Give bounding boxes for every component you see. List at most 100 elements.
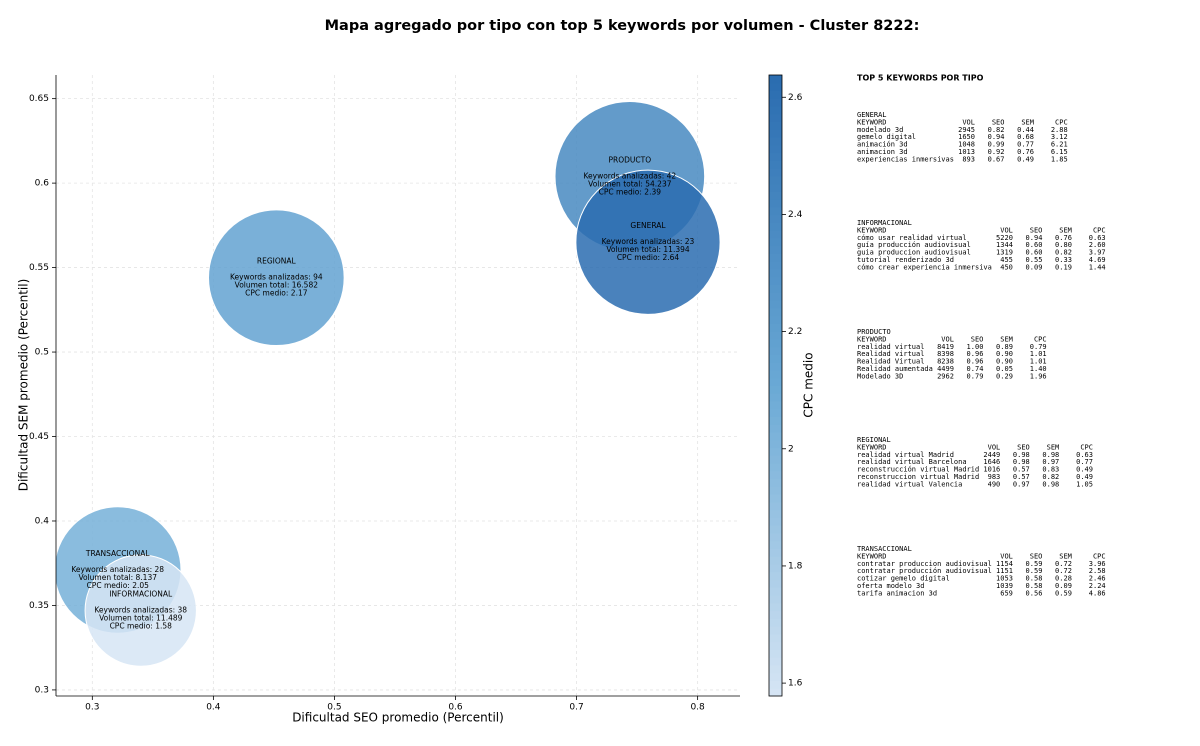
x-tick-label: 0.7 [569, 703, 583, 713]
table-cell: 3.96 [1089, 560, 1106, 568]
colorbar-segment [769, 532, 782, 542]
colorbar-segment [769, 509, 782, 518]
table-cell: 0.68 [1017, 133, 1034, 141]
colorbar-tick-label: 1.6 [788, 679, 803, 689]
table-cell: 0.90 [996, 350, 1013, 358]
table-cell: animación 3d [857, 141, 908, 149]
colorbar-segment [769, 463, 782, 472]
table-cell: 0.49 [1017, 155, 1034, 163]
colorbar-segment [769, 517, 782, 526]
colorbar-segment [769, 486, 782, 495]
table-header: SEM [1059, 552, 1072, 560]
colorbar-segment [769, 269, 782, 278]
colorbar-segment [769, 106, 782, 115]
table-cell: 1.05 [1076, 480, 1093, 488]
table-cell: 0.58 [1026, 575, 1043, 583]
bubble-label: INFORMACIONAL [109, 590, 173, 599]
bubble-annotation: Keywords analizadas: 94 [230, 273, 323, 282]
table-header: SEO [1017, 443, 1030, 451]
colorbar-frame [768, 74, 783, 697]
colorbar-segment [769, 75, 782, 84]
table-cell: cotizar gemelo digital [857, 575, 950, 583]
table-cell: gemelo digital [857, 133, 916, 141]
colorbar-segment [769, 478, 782, 487]
table-cell: Realidad aumentada [857, 365, 933, 373]
bubble-annotation: Keywords analizadas: 42 [583, 171, 676, 180]
table-cell: 4.69 [1089, 256, 1106, 264]
colorbar-segment [769, 175, 782, 185]
table-cell: 6.15 [1051, 148, 1068, 156]
colorbar-segment [769, 113, 782, 123]
colorbar-segment [769, 393, 782, 402]
table-cell: 0.28 [1055, 575, 1072, 583]
table-cell: 0.63 [1076, 451, 1093, 459]
table-cell: 0.76 [1055, 234, 1072, 242]
colorbar-segment [769, 129, 782, 138]
table-cell: 0.09 [1055, 582, 1072, 590]
table-cell: 0.57 [1013, 473, 1030, 481]
colorbar-segment [769, 672, 782, 681]
table-cell: 1048 [958, 141, 975, 149]
table-cell: 0.98 [1013, 451, 1030, 459]
table-header: SEO [1030, 226, 1043, 234]
table-cell: 0.67 [988, 155, 1005, 163]
bubble-annotation: CPC medio: 1.58 [110, 622, 173, 631]
y-tick-label: 0.45 [29, 432, 49, 442]
group-name: INFORMACIONAL [857, 219, 912, 227]
colorbar-segment [769, 377, 782, 386]
table-cell: 0.89 [996, 343, 1013, 351]
table-cell: 2449 [983, 451, 1000, 459]
table-cell: 1.44 [1089, 263, 1106, 271]
colorbar-segment [769, 633, 782, 643]
table-header: VOL [941, 335, 954, 343]
colorbar-segment [769, 369, 782, 379]
table-cell: 455 [1000, 256, 1013, 264]
colorbar-segment [769, 540, 782, 550]
colorbar-segment [769, 564, 782, 573]
colorbar-segment [769, 261, 782, 270]
colorbar-segment [769, 595, 782, 604]
bubble-annotation: CPC medio: 2.05 [87, 581, 150, 590]
table-cell: Realidad Virtual [857, 358, 924, 366]
table-cell: 0.55 [1026, 256, 1043, 264]
table-cell: 4.86 [1089, 589, 1106, 597]
table-header: VOL [962, 118, 975, 126]
colorbar-segment [769, 152, 782, 161]
table-cell: 0.98 [1042, 480, 1059, 488]
colorbar-segment [769, 416, 782, 425]
table-header: SEM [1059, 226, 1072, 234]
table-header: SEM [1021, 118, 1034, 126]
colorbar-segment [769, 602, 782, 612]
colorbar-tick-label: 2.2 [788, 327, 802, 337]
table-cell: guía producción audiovisual [857, 241, 971, 249]
y-tick-label: 0.4 [35, 516, 50, 526]
colorbar-segment [769, 346, 782, 355]
table-cell: contratar produccion audiovisual [857, 560, 992, 568]
bubble [84, 554, 197, 667]
bubble-annotation: CPC medio: 2.17 [245, 289, 308, 298]
table-header: KEYWORD [857, 118, 887, 126]
colorbar-segment [769, 525, 782, 534]
table-cell: modelado 3d [857, 126, 903, 134]
table-cell: realidad virtual [857, 343, 924, 351]
bubble [208, 209, 345, 347]
table-header: SEM [1000, 335, 1013, 343]
table-header: VOL [1000, 552, 1013, 560]
table-cell: 0.59 [1026, 567, 1043, 575]
table-cell: 8238 [937, 358, 954, 366]
table-cell: realidad virtual Barcelona [857, 458, 967, 466]
table-header: SEO [971, 335, 984, 343]
x-tick-label: 0.5 [327, 703, 341, 713]
colorbar-segment [769, 137, 782, 146]
table-cell: 0.80 [1055, 241, 1072, 249]
group-name: PRODUCTO [857, 328, 891, 336]
table-cell: 1.00 [967, 343, 984, 351]
colorbar-tick-label: 2.4 [788, 210, 803, 220]
table-cell: 659 [1000, 589, 1013, 597]
y-tick-label: 0.3 [35, 685, 49, 695]
table-cell: 0.49 [1076, 473, 1093, 481]
table-header: CPC [1055, 118, 1068, 126]
table-header: SEM [1047, 443, 1060, 451]
table-cell: 0.59 [1026, 560, 1043, 568]
table-cell: 0.29 [996, 372, 1013, 380]
